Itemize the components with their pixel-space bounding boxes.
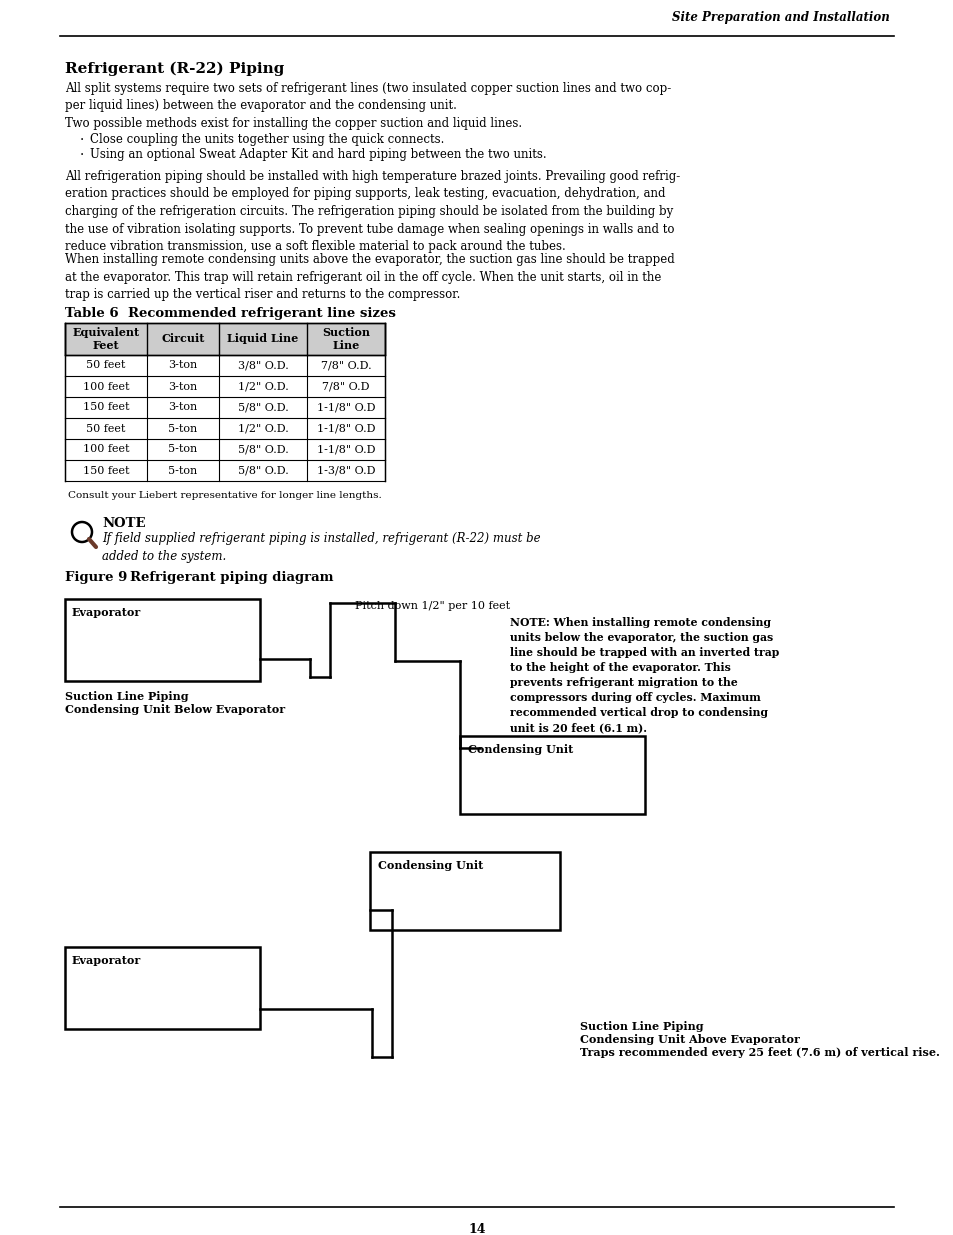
Text: Circuit: Circuit (161, 333, 205, 345)
Text: Condensing Unit Below Evaporator: Condensing Unit Below Evaporator (65, 704, 285, 715)
Text: Traps recommended every 25 feet (7.6 m) of vertical rise.: Traps recommended every 25 feet (7.6 m) … (579, 1047, 939, 1058)
Bar (65, 599, 260, 680)
Text: Suction Line Piping: Suction Line Piping (579, 1021, 703, 1032)
Text: Condensing Unit Above Evaporator: Condensing Unit Above Evaporator (579, 1034, 799, 1045)
Text: Condensing Unit: Condensing Unit (468, 743, 573, 755)
Text: 5-ton: 5-ton (168, 466, 197, 475)
Text: Suction
Line: Suction Line (322, 327, 370, 351)
Text: NOTE: NOTE (102, 517, 146, 530)
Text: 5-ton: 5-ton (168, 445, 197, 454)
Text: 1-3/8" O.D: 1-3/8" O.D (316, 466, 375, 475)
Text: Condensing Unit: Condensing Unit (377, 860, 483, 871)
Text: 1-1/8" O.D: 1-1/8" O.D (316, 403, 375, 412)
Text: Consult your Liebert representative for longer line lengths.: Consult your Liebert representative for … (68, 492, 381, 500)
Text: 7/8" O.D: 7/8" O.D (322, 382, 370, 391)
Text: 150 feet: 150 feet (83, 403, 129, 412)
Text: If field supplied refrigerant piping is installed, refrigerant (R-22) must be
ad: If field supplied refrigerant piping is … (102, 532, 540, 563)
Text: 7/8" O.D.: 7/8" O.D. (320, 361, 371, 370)
Text: 5/8" O.D.: 5/8" O.D. (237, 445, 288, 454)
Text: When installing remote condensing units above the evaporator, the suction gas li: When installing remote condensing units … (65, 253, 674, 301)
Text: 3-ton: 3-ton (168, 361, 197, 370)
Text: 3/8" O.D.: 3/8" O.D. (237, 361, 288, 370)
Text: Recommended refrigerant line sizes: Recommended refrigerant line sizes (128, 308, 395, 320)
Bar (370, 852, 559, 930)
Text: 5/8" O.D.: 5/8" O.D. (237, 466, 288, 475)
Text: 1-1/8" O.D: 1-1/8" O.D (316, 445, 375, 454)
Text: ·: · (80, 148, 84, 162)
Text: Evaporator: Evaporator (71, 955, 141, 966)
Text: ·: · (80, 133, 84, 147)
Text: Liquid Line: Liquid Line (227, 333, 298, 345)
Text: 5/8" O.D.: 5/8" O.D. (237, 403, 288, 412)
Text: 100 feet: 100 feet (83, 382, 129, 391)
Text: Close coupling the units together using the quick connects.: Close coupling the units together using … (90, 133, 444, 146)
Text: Two possible methods exist for installing the copper suction and liquid lines.: Two possible methods exist for installin… (65, 117, 521, 130)
Text: 3-ton: 3-ton (168, 403, 197, 412)
Text: All split systems require two sets of refrigerant lines (two insulated copper su: All split systems require two sets of re… (65, 82, 671, 112)
Text: Figure 9: Figure 9 (65, 571, 128, 584)
Bar (65, 324, 385, 354)
Bar (459, 736, 644, 814)
Text: Using an optional Sweat Adapter Kit and hard piping between the two units.: Using an optional Sweat Adapter Kit and … (90, 148, 546, 161)
Text: 150 feet: 150 feet (83, 466, 129, 475)
Text: 1/2" O.D.: 1/2" O.D. (237, 424, 288, 433)
Text: Table 6: Table 6 (65, 308, 118, 320)
Text: Refrigerant (R-22) Piping: Refrigerant (R-22) Piping (65, 62, 284, 77)
Text: Equivalent
Feet: Equivalent Feet (72, 327, 139, 351)
Text: 3-ton: 3-ton (168, 382, 197, 391)
Text: 14: 14 (468, 1223, 485, 1235)
Text: 50 feet: 50 feet (86, 424, 126, 433)
Text: 1/2" O.D.: 1/2" O.D. (237, 382, 288, 391)
Text: 1-1/8" O.D: 1-1/8" O.D (316, 424, 375, 433)
Text: Site Preparation and Installation: Site Preparation and Installation (672, 11, 889, 25)
Text: 50 feet: 50 feet (86, 361, 126, 370)
Text: Suction Line Piping: Suction Line Piping (65, 692, 189, 701)
Bar (65, 947, 260, 1029)
Text: Pitch down 1/2" per 10 feet: Pitch down 1/2" per 10 feet (355, 601, 510, 611)
Text: NOTE: When installing remote condensing
units below the evaporator, the suction : NOTE: When installing remote condensing … (510, 618, 779, 734)
Text: Evaporator: Evaporator (71, 606, 141, 618)
Text: Refrigerant piping diagram: Refrigerant piping diagram (130, 571, 334, 584)
Text: 5-ton: 5-ton (168, 424, 197, 433)
Text: 100 feet: 100 feet (83, 445, 129, 454)
Text: All refrigeration piping should be installed with high temperature brazed joints: All refrigeration piping should be insta… (65, 170, 679, 253)
